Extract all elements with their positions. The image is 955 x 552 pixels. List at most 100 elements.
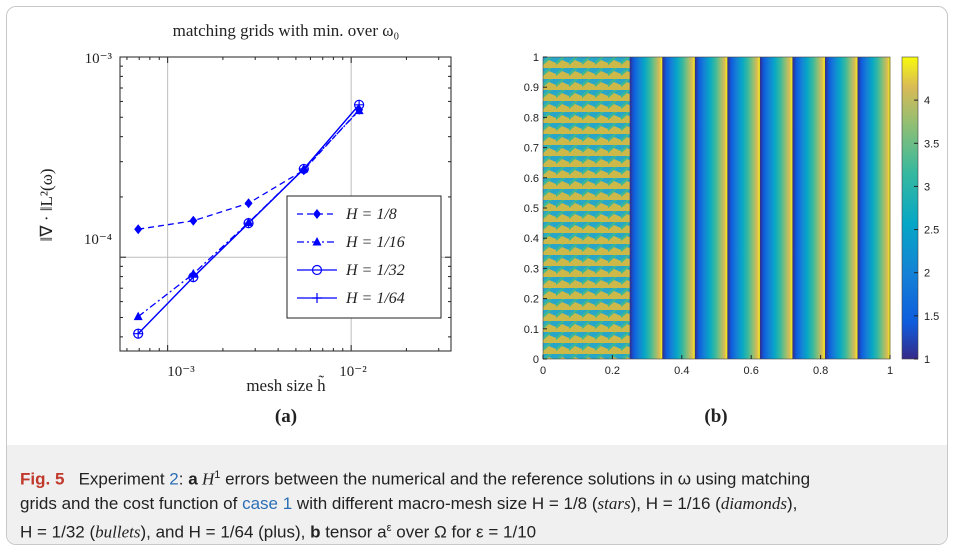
caption-text: grids and the cost function of [20, 493, 238, 513]
x-tick-label: 0.4 [674, 365, 689, 377]
colorbar-tick-label: 3.5 [924, 138, 939, 150]
heatmap-stripe [727, 57, 761, 359]
x-tick-label: 1 [887, 365, 893, 377]
data-point [133, 311, 143, 321]
x-tick-label-1e-3: 10⁻³ [167, 364, 195, 380]
caption-line-1: Fig. 5 Experiment 2: a H1 errors between… [20, 463, 940, 492]
figure-frame [6, 6, 948, 545]
series-group-a [133, 99, 365, 339]
caption-text: ), [786, 493, 798, 513]
x-tick-label: 0.2 [605, 365, 620, 377]
data-point [134, 224, 143, 235]
x-axis-label: mesh size h̃ [246, 376, 326, 395]
caption-text: over Ω for ε = 1/10 [391, 522, 537, 542]
heatmap-stripe [662, 57, 696, 359]
legend-label: H = 1/16 [345, 234, 405, 251]
legend-marker [311, 264, 323, 276]
axis-ticks-b: 0 0.2 0.4 0.6 0.8 1 0 0.1 0.2 0.3 0.4 0.5 0.6 0.7 0.8 0… [524, 52, 893, 377]
data-point [244, 198, 253, 209]
y-tick-label-top: 10⁻³ [85, 51, 113, 67]
colorbar-tick-label: 2 [924, 268, 930, 280]
heatmap-stripe [792, 57, 826, 359]
y-tick-label: 0.5 [524, 203, 539, 215]
panel-label-b: (b) [704, 406, 727, 427]
legend-entry-2: H = 1/16 [297, 234, 405, 251]
data-point [133, 328, 144, 339]
data-point [243, 218, 254, 229]
caption-line-2: grids and the cost function of case 1 wi… [20, 492, 940, 516]
legend-entry-1: H = 1/8 [297, 206, 397, 223]
heatmap-stripe [694, 57, 728, 359]
caption-italic: bullets [95, 522, 141, 542]
legend-marker [312, 237, 322, 246]
panel-b: 0 0.2 0.4 0.6 0.8 1 0 0.1 0.2 0.3 0.4 0.5 0.6 0.7 0.8 0… [524, 52, 940, 427]
colorbar-tick-label: 1.5 [924, 311, 939, 323]
data-point [298, 163, 309, 174]
y-tick-label: 0.4 [524, 233, 539, 245]
caption-text: H = 1/32 ( [20, 522, 96, 542]
heatmap-stripe [759, 57, 793, 359]
colorbar-tick-label: 2.5 [924, 225, 939, 237]
figure-label: Fig. 5 [20, 469, 65, 489]
colorbar [901, 56, 919, 360]
caption-text: errors between the numerical and the ref… [220, 469, 811, 489]
legend: H = 1/8 H = 1/16 H = 1/32 H = 1/64 [286, 195, 442, 319]
y-tick-label: 0.9 [524, 82, 539, 94]
data-point [189, 215, 198, 226]
x-tick-label: 0.6 [744, 365, 759, 377]
data-point [188, 272, 199, 283]
caption-text: tensor a [320, 522, 387, 542]
data-point [354, 99, 365, 110]
panel-label-a: (a) [275, 406, 297, 427]
colorbar-ticks: 1 1.5 2 2.5 3 3.5 4 [914, 95, 939, 366]
y-tick-label: 0.8 [524, 112, 539, 124]
y-tick-label: 0.2 [524, 294, 539, 306]
x-tick-label: 0 [540, 365, 546, 377]
caption-text: with different macro-mesh size H = 1/8 ( [292, 493, 598, 513]
case-link[interactable]: case 1 [242, 493, 293, 513]
legend-label: H = 1/64 [345, 290, 405, 307]
heatmap-stripes [629, 57, 891, 359]
colorbar-tick-label: 4 [924, 95, 930, 107]
colorbar-tick-label: 3 [924, 181, 930, 193]
legend-entry-3: H = 1/32 [297, 262, 405, 279]
caption-text: ), and H = 1/64 (plus), [140, 522, 311, 542]
axis-ticks-a [120, 56, 451, 351]
caption-text: : [178, 469, 189, 489]
caption-text: Experiment [78, 469, 165, 489]
legend-entry-4: H = 1/64 [297, 290, 405, 307]
caption-italic: diamonds [720, 493, 787, 513]
heatmap-stripe [824, 57, 858, 359]
heatmap-stripe [857, 57, 891, 359]
caption-bold: a [188, 469, 198, 489]
legend-label: H = 1/32 [345, 262, 405, 279]
caption-sup: ε [386, 521, 392, 534]
y-tick-label: 0 [533, 354, 539, 366]
heatmap-stripe [629, 57, 663, 359]
y-tick-label: 0.1 [524, 324, 539, 336]
caption-text: ), H = 1/16 ( [630, 493, 721, 513]
legend-marker [313, 209, 321, 219]
chart-title: matching grids with min. over ω₀ [173, 21, 400, 40]
y-tick-label: 1 [533, 52, 539, 64]
series-4 [133, 99, 365, 339]
legend-marker [312, 293, 322, 303]
caption-italic: stars [597, 493, 631, 513]
caption-background [7, 445, 947, 544]
colorbar-tick-label: 1 [924, 354, 930, 366]
y-axis-label: ‖∇ · ‖L²(ω) [37, 168, 56, 241]
figure-caption: Fig. 5 Experiment 2: a H1 errors between… [20, 463, 940, 544]
y-tick-label-mid: 10⁻⁴ [84, 232, 112, 248]
experiment-link[interactable]: 2 [169, 469, 179, 489]
y-tick-label: 0.7 [524, 143, 539, 155]
figure-canvas: matching grids with min. over ω₀ 10⁻³ 10… [37, 21, 940, 427]
x-tick-label-1e-2: 10⁻² [339, 364, 367, 380]
caption-math: H [197, 469, 215, 489]
caption-bold: b [310, 522, 321, 542]
x-tick-label: 0.8 [813, 365, 828, 377]
panel-a: matching grids with min. over ω₀ 10⁻³ 10… [37, 21, 452, 427]
y-tick-label: 0.3 [524, 263, 539, 275]
heatmap-checker-region [543, 57, 630, 359]
y-tick-label: 0.6 [524, 173, 539, 185]
caption-sup: 1 [214, 469, 221, 481]
